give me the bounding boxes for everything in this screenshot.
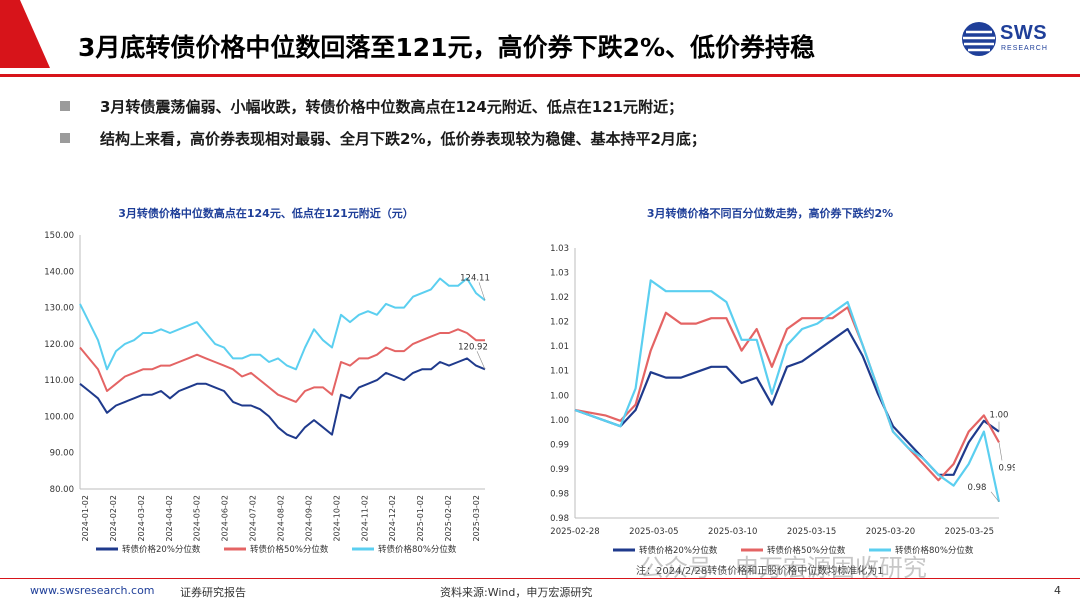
legend-label: 转债价格80%分位数 — [895, 545, 974, 556]
x-tick-label: 2024-12-02 — [388, 495, 397, 542]
bullet-text: 结构上来看，高价券表现相对最弱、全月下跌2%，低价券表现较为稳健、基本持平2月底… — [100, 130, 706, 148]
annotation-leader — [998, 442, 1003, 461]
legend-label: 转债价格50%分位数 — [767, 545, 846, 556]
legend-label: 转债价格20%分位数 — [122, 544, 201, 555]
annotation-leader — [478, 282, 486, 301]
x-tick-label: 2024-10-02 — [332, 495, 341, 542]
legend-label: 转债价格50%分位数 — [250, 544, 329, 555]
chart2-title: 3月转债价格不同百分位数走势，高价券下跌约2% — [646, 207, 894, 220]
sws-logo-icon — [962, 22, 996, 56]
series-line-1 — [574, 327, 1000, 476]
x-tick-label: 2025-03-10 — [708, 527, 757, 537]
data-label: 1.00 — [990, 411, 1009, 421]
y-tick-label: 100.00 — [44, 412, 74, 422]
y-tick-label: 1.00 — [550, 391, 569, 401]
x-tick-label: 2025-02-28 — [550, 527, 599, 537]
y-tick-label: 130.00 — [44, 304, 74, 314]
header-red-bar-notch — [20, 0, 50, 68]
x-tick-label: 2025-01-02 — [416, 495, 425, 542]
y-tick-label: 1.01 — [550, 342, 569, 352]
chart1-svg: 80.00 90.00 100.00 110.00 120.00 130.00 140.00… — [44, 231, 490, 555]
legend-label: 转债价格20%分位数 — [639, 545, 718, 556]
watermark: 公众号 · 申万宏源固收研究 — [640, 554, 927, 582]
y-tick-label: 0.99 — [550, 465, 569, 475]
page-title: 3月底转债价格中位数回落至121元，高价券下跌2%、低价券持稳 — [78, 33, 816, 62]
annotation-leader — [476, 351, 486, 370]
series-line-3 — [574, 279, 1001, 503]
footer-source: 资料来源:Wind，申万宏源研究 — [440, 586, 593, 599]
bullet-square-icon — [60, 101, 70, 111]
page-number: 4 — [1054, 584, 1061, 597]
y-tick-label: 0.98 — [550, 514, 569, 524]
chart1-title: 3月转债价格中位数高点在124元、低点在121元附近（元） — [118, 207, 414, 220]
bullet-item: 结构上来看，高价券表现相对最弱、全月下跌2%，低价券表现较为稳健、基本持平2月底… — [60, 128, 1060, 160]
y-tick-label: 90.00 — [50, 449, 74, 459]
legend-label: 转债价格80%分位数 — [378, 544, 457, 555]
logo-text: SWS — [1000, 22, 1048, 44]
series-line-2 — [574, 306, 1000, 482]
y-tick-label: 1.02 — [550, 293, 569, 303]
y-tick-label: 1.02 — [550, 318, 569, 328]
y-tick-label: 0.99 — [550, 440, 569, 450]
bullet-text: 3月转债震荡偏弱、小幅收跌，转债价格中位数高点在124元附近、低点在121元附近… — [100, 98, 684, 116]
x-tick-label: 2024-09-02 — [304, 495, 313, 542]
x-tick-label: 2024-06-02 — [221, 495, 230, 542]
y-tick-label: 1.03 — [550, 244, 569, 254]
x-tick-label: 2024-08-02 — [277, 495, 286, 542]
x-tick-label: 2024-02-02 — [109, 495, 118, 542]
bullet-item: 3月转债震荡偏弱、小幅收跌，转债价格中位数高点在124元附近、低点在121元附近… — [60, 96, 1060, 128]
y-tick-label: 110.00 — [44, 376, 74, 386]
y-tick-label: 120.00 — [44, 340, 74, 350]
y-tick-label: 0.98 — [550, 489, 569, 499]
y-tick-label: 1.03 — [550, 269, 569, 279]
chart-note: 注：2024/2/28转债价格和正股价格中位数均标准化为1 — [636, 566, 884, 577]
chart2-svg: 0.98 0.98 0.99 0.99 1.00 1.00 1.01 1.01 1.02 1.02… — [550, 244, 1015, 556]
series-line-2 — [79, 328, 485, 403]
x-tick-label: 2024-01-02 — [81, 495, 90, 542]
y-tick-label: 1.00 — [550, 416, 569, 426]
x-tick-label: 2024-11-02 — [360, 495, 369, 542]
y-tick-label: 1.01 — [550, 367, 569, 377]
logo-subtext: RESEARCH — [1001, 45, 1048, 52]
y-tick-label: 150.00 — [44, 231, 74, 241]
header-rule — [0, 74, 1080, 77]
series-line-3 — [79, 277, 486, 371]
y-tick-label: 140.00 — [44, 267, 74, 277]
data-label: 124.11 — [460, 273, 490, 283]
annotation-leader — [990, 491, 1000, 502]
x-tick-label: 2024-03-02 — [137, 495, 146, 542]
data-label: 120.92 — [458, 342, 488, 352]
x-tick-label: 2025-03-02 — [472, 495, 481, 542]
x-tick-label: 2025-03-05 — [629, 527, 678, 537]
x-tick-label: 2024-07-02 — [249, 495, 258, 542]
data-label: 0.99 — [999, 463, 1015, 473]
x-tick-label: 2024-05-02 — [193, 495, 202, 542]
x-tick-label: 2025-02-02 — [444, 495, 453, 542]
footer-website-link[interactable]: www.swsresearch.com — [30, 584, 155, 597]
y-tick-label: 80.00 — [50, 485, 74, 495]
series-line-1 — [79, 357, 486, 440]
x-tick-label: 2025-03-20 — [866, 527, 915, 537]
bullet-square-icon — [60, 133, 70, 143]
footer-rule — [0, 578, 1080, 579]
x-tick-label: 2024-04-02 — [165, 495, 174, 542]
x-tick-label: 2025-03-15 — [787, 527, 836, 537]
bullet-list: 3月转债震荡偏弱、小幅收跌，转债价格中位数高点在124元附近、低点在121元附近… — [60, 96, 1060, 160]
x-tick-label: 2025-03-25 — [945, 527, 994, 537]
footer-report-type: 证券研究报告 — [180, 586, 246, 599]
data-label: 0.98 — [968, 483, 987, 493]
